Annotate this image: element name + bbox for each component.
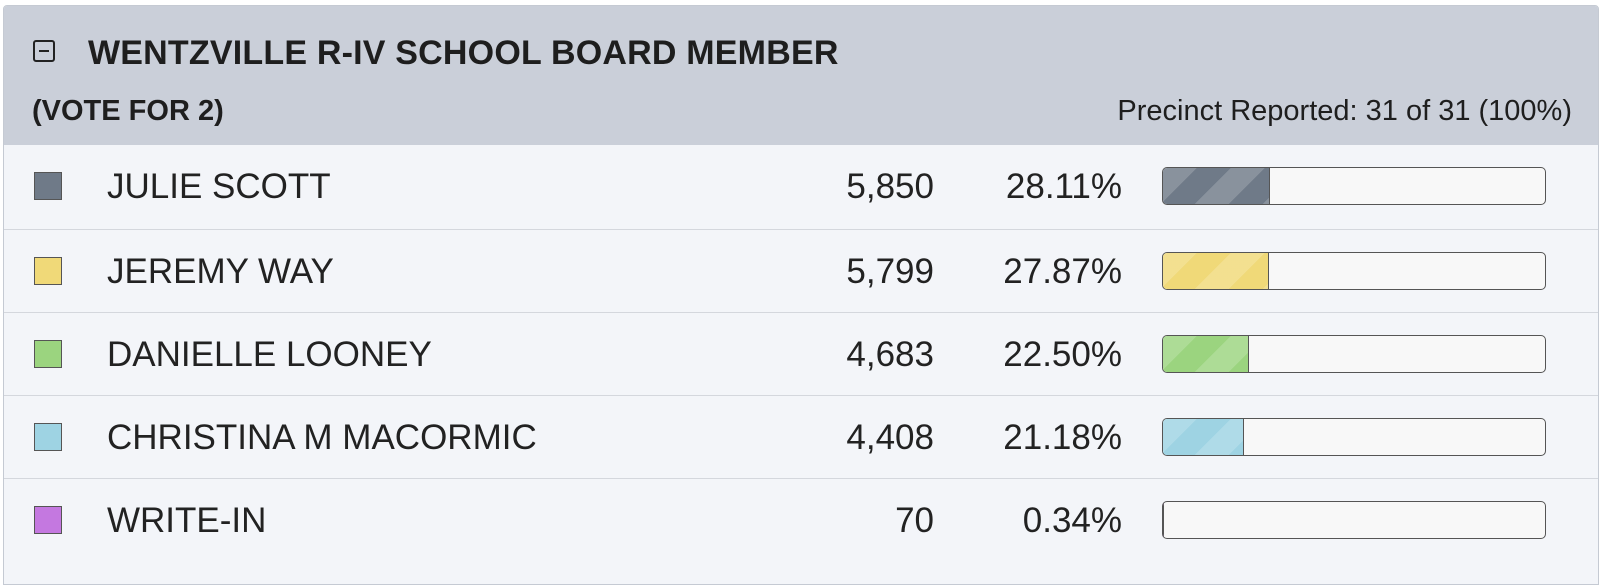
- contest-panel: WENTZVILLE R-IV SCHOOL BOARD MEMBER (VOT…: [3, 5, 1599, 585]
- candidate-progress-bar: [1162, 252, 1546, 290]
- candidate-name: WRITE-IN: [107, 501, 267, 540]
- candidate-votes: 5,850: [846, 167, 934, 206]
- candidate-color-swatch: [34, 257, 62, 285]
- vote-for-label: (VOTE FOR 2): [32, 95, 224, 127]
- candidate-row: CHRISTINA M MACORMIC 4,408 21.18%: [4, 395, 1598, 478]
- candidate-row: JEREMY WAY 5,799 27.87%: [4, 229, 1598, 312]
- candidate-progress-fill: [1163, 168, 1271, 204]
- candidate-percent: 28.11%: [1005, 167, 1122, 206]
- candidate-progress-fill: [1163, 336, 1249, 372]
- candidate-percent: 21.18%: [1003, 418, 1122, 457]
- candidate-row: JULIE SCOTT 5,850 28.11%: [4, 145, 1598, 229]
- candidate-name: JULIE SCOTT: [107, 167, 331, 206]
- candidate-color-swatch: [34, 506, 62, 534]
- candidate-name: DANIELLE LOONEY: [107, 335, 432, 374]
- candidate-color-swatch: [34, 423, 62, 451]
- candidate-name: JEREMY WAY: [107, 252, 334, 291]
- candidate-color-swatch: [34, 172, 62, 200]
- candidate-name: CHRISTINA M MACORMIC: [107, 418, 537, 457]
- candidate-row: WRITE-IN 70 0.34%: [4, 478, 1598, 561]
- candidate-percent: 22.50%: [1003, 335, 1122, 374]
- candidate-percent: 0.34%: [1022, 501, 1122, 540]
- contest-title: WENTZVILLE R-IV SCHOOL BOARD MEMBER: [88, 34, 839, 72]
- candidate-progress-bar: [1162, 335, 1546, 373]
- candidate-color-swatch: [34, 340, 62, 368]
- candidate-list: JULIE SCOTT 5,850 28.11% JEREMY WAY 5,79…: [4, 145, 1598, 561]
- precinct-reported: Precinct Reported: 31 of 31 (100%): [1117, 95, 1572, 127]
- candidate-votes: 4,683: [846, 335, 934, 374]
- candidate-votes: 70: [895, 501, 934, 540]
- candidate-progress-bar: [1162, 501, 1546, 539]
- candidate-row: DANIELLE LOONEY 4,683 22.50%: [4, 312, 1598, 395]
- candidate-progress-bar: [1162, 167, 1546, 205]
- candidate-votes: 5,799: [846, 252, 934, 291]
- candidate-progress-fill: [1163, 502, 1165, 538]
- contest-header: WENTZVILLE R-IV SCHOOL BOARD MEMBER (VOT…: [4, 6, 1598, 145]
- candidate-progress-fill: [1163, 253, 1270, 289]
- candidate-votes: 4,408: [846, 418, 934, 457]
- collapse-minus-icon[interactable]: [33, 40, 55, 62]
- candidate-percent: 27.87%: [1003, 252, 1122, 291]
- candidate-progress-fill: [1163, 419, 1244, 455]
- candidate-progress-bar: [1162, 418, 1546, 456]
